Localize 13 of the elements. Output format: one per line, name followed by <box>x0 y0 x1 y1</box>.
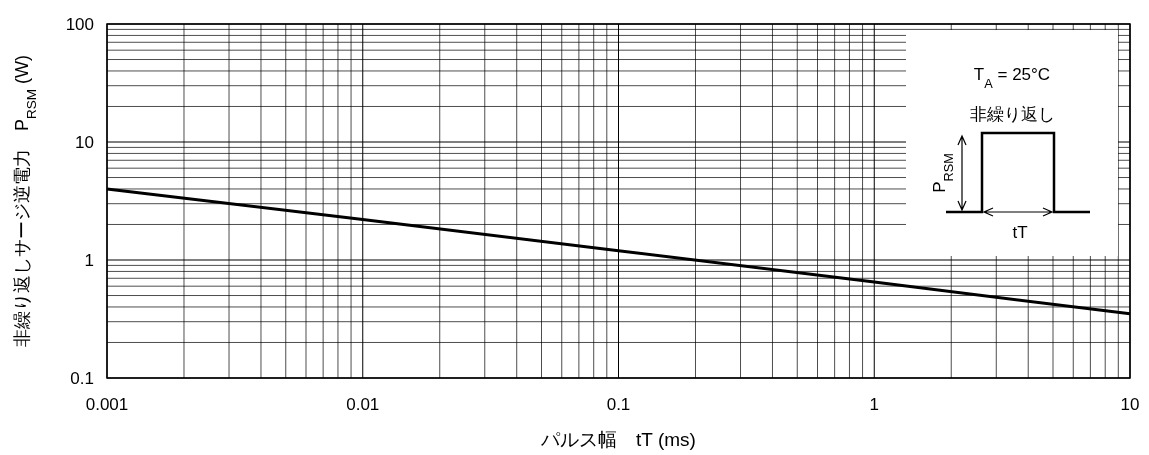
y-tick-label: 0.1 <box>70 369 94 388</box>
x-tick-label: 0.1 <box>606 395 631 414</box>
y-tick-label: 10 <box>75 133 94 152</box>
x-tick-label: 10 <box>1120 395 1140 414</box>
y-tick-label: 100 <box>65 15 94 34</box>
x-tick-label: 0.001 <box>85 395 129 414</box>
y-tick-label: 1 <box>84 251 94 270</box>
x-tick-label: 1 <box>869 395 879 414</box>
annotation: T$_{A}$ = 25°C <box>973 65 1051 91</box>
annotation: 非繰り返し <box>969 105 1055 124</box>
x-tick-label: 0.01 <box>346 395 380 414</box>
x-axis-title: パルス幅 tT (ms) <box>540 429 696 450</box>
annotation: tT <box>1012 223 1028 242</box>
